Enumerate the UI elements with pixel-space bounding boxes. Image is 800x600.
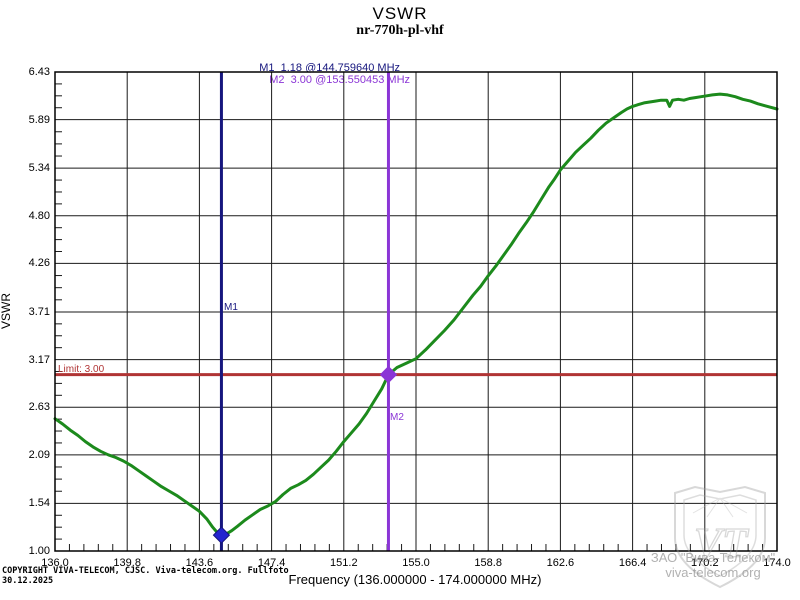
marker-readout-bar: M1 1.18 @144.759640 MHz M2 3.00 @153.550… (247, 50, 410, 98)
watermark-website: viva-telecom.org (665, 565, 761, 580)
marker-diamond-m1 (212, 526, 231, 544)
copyright-date: 30.12.2025 (2, 576, 54, 586)
vswr-curve (53, 92, 779, 537)
shield-inner-outline (683, 494, 757, 577)
x-tick-label: 162.6 (546, 557, 575, 569)
shield-outline (674, 485, 766, 589)
x-tick-label: 158.8 (474, 557, 502, 569)
marker2-line-label: M2 (390, 412, 404, 423)
marker2-readout: M2 3.00 @153.550453 MHz (269, 74, 411, 86)
x-tick-label: 136.0 (41, 557, 69, 569)
y-tick-label: 3.71 (28, 305, 50, 318)
antenna-model-subtitle: nr-770h-pl-vhf (356, 23, 444, 38)
plot-border (54, 71, 778, 552)
y-tick-label: 5.89 (28, 113, 50, 126)
y-tick-label: 2.63 (28, 401, 50, 414)
y-tick-label: 1.54 (28, 497, 50, 510)
marker1-readout: M1 1.18 @144.759640 MHz (259, 62, 401, 74)
y-tick-label: 4.26 (28, 257, 50, 270)
x-tick-label: 151.2 (330, 557, 358, 569)
x-tick-label: 155.0 (402, 557, 430, 569)
x-axis-title: Frequency (136.000000 - 174.000000 MHz) (288, 572, 542, 587)
marker-diamond-m2 (379, 365, 398, 384)
limit-line-label: Limit: 3.00 (58, 364, 105, 375)
marker1-line-label: M1 (224, 302, 238, 313)
shield-vt-monogram: VT (694, 521, 750, 567)
y-tick-label: 4.80 (28, 209, 50, 222)
y-axis-title: VSWR (0, 293, 13, 329)
x-tick-label: 139.8 (113, 557, 141, 569)
y-tick-label: 3.17 (28, 353, 50, 366)
shield-rays (692, 497, 748, 518)
y-tick-label: 5.34 (28, 162, 50, 175)
x-tick-label: 170.2 (691, 557, 719, 569)
y-tick-label: 1.00 (28, 545, 50, 557)
x-tick-label: 166.4 (618, 557, 647, 569)
viva-telecom-shield-watermark: VT (674, 485, 766, 589)
page-title: VSWR (372, 4, 428, 23)
watermark-company-name: ЗАО "Вива-Телеком" (650, 550, 776, 565)
x-tick-label: 143.6 (185, 557, 214, 569)
x-tick-label: 147.4 (257, 557, 286, 569)
y-tick-label: 6.43 (28, 66, 50, 78)
y-tick-label: 2.09 (28, 448, 50, 461)
copyright-text: COPYRIGHT VIVA-TELECOM, CJSC. Viva-telec… (2, 566, 289, 576)
x-tick-label: 174.0 (763, 557, 791, 569)
